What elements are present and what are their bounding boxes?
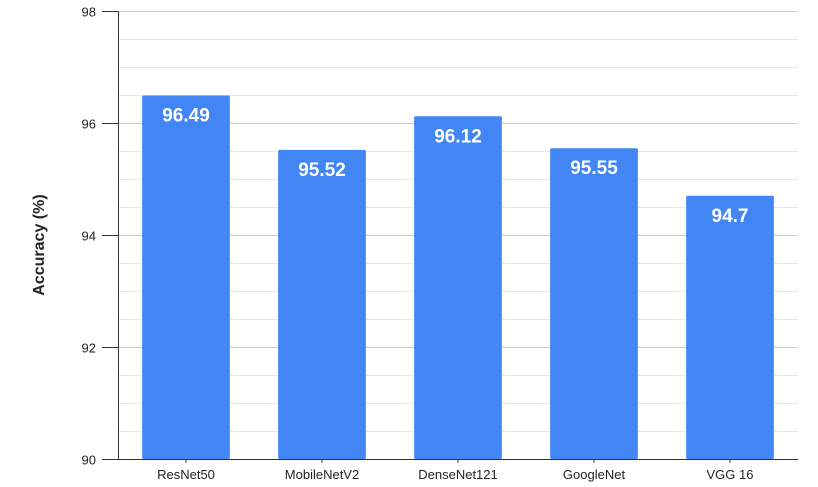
y-axis-label: Accuracy (%) [31,194,48,295]
bar-value-label: 94.7 [712,206,749,227]
y-tick-label: 98 [82,5,96,20]
bar-value-label: 95.52 [298,160,346,181]
bar [278,149,366,459]
y-tick-label: 94 [82,229,96,244]
bar [686,195,774,460]
x-tick-label: MobileNetV2 [285,467,359,482]
y-tick-label: 90 [82,453,96,468]
y-tick-label: 96 [82,117,96,132]
bars [142,95,774,460]
x-tick-label: GoogleNet [563,467,626,482]
bar-value-label: 95.55 [570,158,618,179]
x-tick-label: VGG 16 [707,467,754,482]
bar-value-label: 96.49 [162,106,210,127]
bar [142,95,230,459]
bar [550,148,638,459]
labels: 90 92 94 96 98 96.49 ResNet50 95.52 MobileNetV2 9… [82,5,754,483]
bar-value-label: 96.12 [434,126,482,147]
axes [102,11,798,463]
x-tick-label: ResNet50 [157,467,215,482]
bar [414,116,502,459]
y-tick-label: 92 [82,341,96,356]
x-tick-label: DenseNet121 [418,467,498,482]
